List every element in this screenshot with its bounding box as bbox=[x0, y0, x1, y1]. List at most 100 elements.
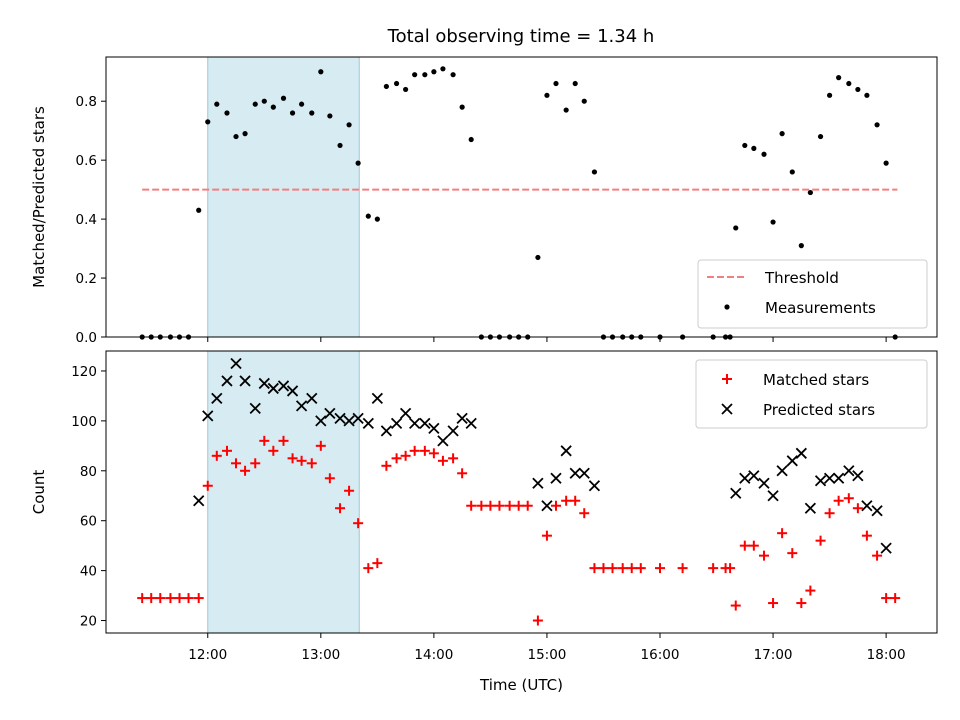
predicted-star-point bbox=[315, 415, 327, 427]
predicted-star-point bbox=[258, 377, 270, 390]
matched-star-point bbox=[165, 593, 176, 604]
matched-star-point bbox=[561, 495, 572, 506]
predicted-star-point bbox=[748, 470, 760, 482]
measurement-point bbox=[450, 72, 456, 78]
measurement-point bbox=[365, 213, 371, 219]
matched-star-point bbox=[278, 435, 289, 446]
predicted-star-point bbox=[249, 402, 261, 415]
measurement-point bbox=[807, 189, 813, 196]
predicted-star-point bbox=[230, 357, 242, 370]
measurement-point bbox=[836, 75, 842, 81]
measurement-point bbox=[346, 122, 352, 128]
predicted-star-point bbox=[239, 375, 251, 387]
matched-star-point bbox=[824, 508, 835, 519]
shaded-interval-bottom bbox=[207, 350, 360, 634]
predicted-star-point bbox=[202, 410, 214, 422]
predicted-star-point bbox=[343, 415, 355, 427]
predicted-star-point bbox=[380, 425, 393, 437]
predicted-star-point bbox=[550, 472, 562, 484]
measurement-point bbox=[280, 95, 287, 101]
measurement-point bbox=[817, 133, 824, 140]
matched-star-point bbox=[155, 593, 166, 604]
predicted-star-point bbox=[776, 465, 788, 477]
predicted-star-point bbox=[371, 392, 383, 405]
predicted-star-point bbox=[428, 422, 440, 434]
matched-star-point bbox=[231, 458, 242, 469]
matched-star-point bbox=[513, 500, 524, 511]
measurement-point bbox=[798, 243, 804, 249]
matched-star-point bbox=[626, 563, 637, 574]
y-tick-label: 60 bbox=[80, 514, 97, 530]
matched-star-point bbox=[730, 600, 741, 611]
matched-star-point bbox=[268, 445, 279, 456]
legend-predicted-swatch bbox=[721, 403, 733, 415]
predicted-star-point bbox=[447, 425, 459, 437]
predicted-star-point bbox=[456, 412, 468, 425]
measurement-point bbox=[196, 207, 202, 213]
measurement-point bbox=[883, 160, 889, 166]
top-panel: 0.00.20.40.60.8 Matched/Predicted stars … bbox=[30, 56, 938, 346]
matched-star-point bbox=[570, 495, 581, 506]
matched-star-point bbox=[296, 455, 307, 466]
bottom-legend-box bbox=[695, 359, 928, 429]
measurement-point bbox=[233, 133, 239, 140]
matched-star-point bbox=[174, 593, 185, 604]
measurement-point bbox=[572, 80, 578, 87]
predicted-star-point bbox=[861, 500, 873, 512]
y-tick-label: 80 bbox=[80, 464, 97, 480]
matched-star-point bbox=[759, 550, 770, 561]
matched-star-point bbox=[363, 563, 374, 574]
measurement-point bbox=[412, 72, 418, 78]
predicted-star-point bbox=[730, 487, 742, 499]
legend-measurements-label: Measurements bbox=[765, 299, 876, 317]
predicted-star-point bbox=[362, 417, 374, 430]
top-legend-box bbox=[697, 259, 928, 329]
y-tick-label: 20 bbox=[80, 614, 97, 630]
matched-star-point bbox=[805, 585, 816, 596]
matched-star-point bbox=[532, 615, 543, 626]
predicted-star-point bbox=[843, 465, 855, 477]
predicted-star-point bbox=[569, 467, 581, 479]
predicted-star-point bbox=[833, 472, 845, 484]
measurement-point bbox=[327, 113, 333, 119]
matched-star-point bbox=[400, 450, 411, 461]
measurement-point bbox=[751, 145, 757, 151]
measurement-point bbox=[864, 92, 870, 98]
predicted-star-point bbox=[767, 490, 779, 502]
x-axis-label: Time (UTC) bbox=[479, 676, 563, 694]
bottom-legend: Matched stars Predicted stars bbox=[695, 359, 928, 429]
top-panel-frame bbox=[105, 56, 938, 338]
predicted-star-point bbox=[588, 480, 601, 492]
measurement-point bbox=[789, 169, 795, 175]
matched-star-point bbox=[677, 563, 688, 574]
predicted-star-point bbox=[334, 412, 346, 425]
y-tick-label: 0.2 bbox=[76, 271, 97, 287]
matched-star-point bbox=[409, 445, 420, 456]
measurement-point bbox=[761, 151, 767, 157]
matched-star-point bbox=[287, 453, 298, 464]
measurement-point bbox=[393, 80, 400, 87]
matched-star-point bbox=[852, 503, 863, 514]
measurement-point bbox=[355, 160, 361, 166]
y-tick-label: 0.6 bbox=[76, 153, 97, 169]
matched-star-point bbox=[476, 500, 487, 511]
matched-star-point bbox=[137, 593, 148, 604]
measurement-point bbox=[846, 80, 852, 87]
measurement-point bbox=[874, 122, 880, 128]
matched-star-point bbox=[448, 453, 459, 464]
top-y-ticks: 0.0 0.2 0.4 0.6 0.8 bbox=[76, 94, 106, 346]
matched-star-point bbox=[815, 535, 826, 546]
matched-star-point bbox=[607, 563, 618, 574]
measurement-point bbox=[242, 131, 248, 137]
legend-matched-label: Matched stars bbox=[763, 371, 869, 389]
bottom-y-ticks: 20 40 60 80 100 120 bbox=[71, 364, 106, 630]
measurement-point bbox=[440, 66, 446, 72]
measurement-point bbox=[261, 98, 267, 104]
legend-cross-mark bbox=[721, 403, 733, 415]
bottom-y-axis-label: Count bbox=[30, 470, 48, 515]
x-tick-label: 14:00 bbox=[414, 647, 453, 663]
shaded-interval-top bbox=[207, 56, 360, 338]
x-tick-label: 15:00 bbox=[527, 647, 566, 663]
y-tick-label: 100 bbox=[71, 414, 97, 430]
matched-star-point bbox=[428, 448, 439, 459]
